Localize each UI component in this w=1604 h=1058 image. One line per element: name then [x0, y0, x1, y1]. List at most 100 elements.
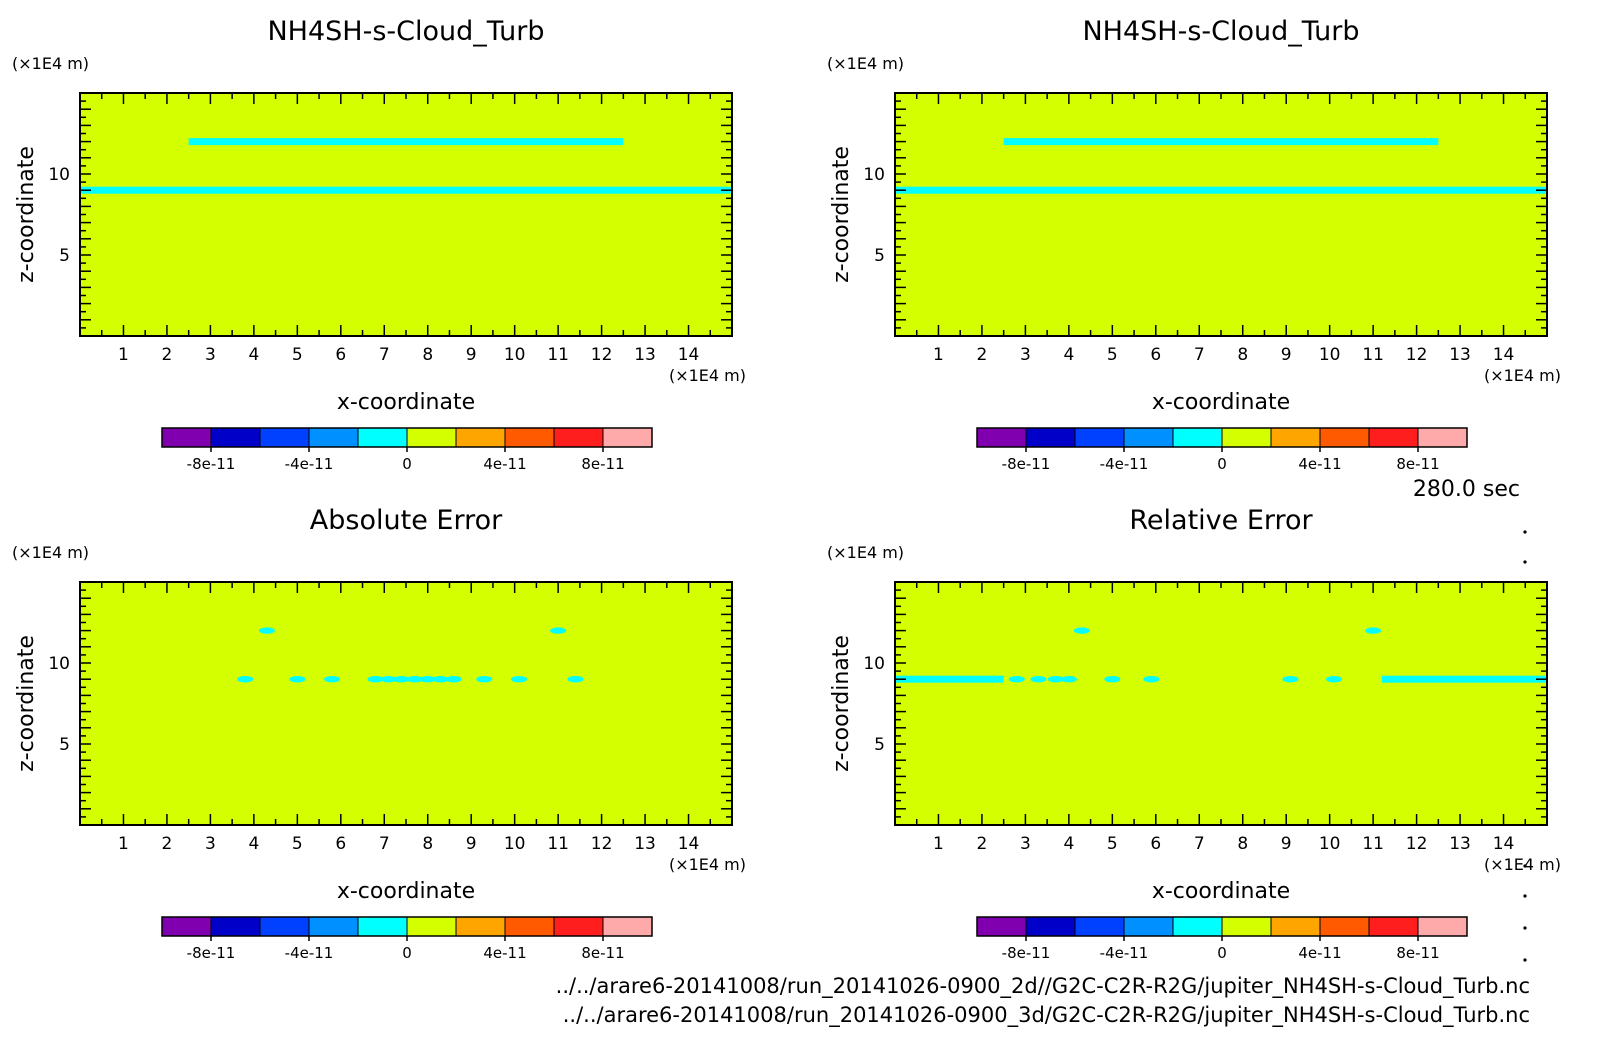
x-tick-label: 12: [1406, 834, 1428, 854]
x-tick-label: 2: [162, 834, 173, 854]
colorbar-segment: [1418, 917, 1467, 936]
chart-panel-3: Absolute Error(×1E4 m)1 2 3 4 5 6 7 8 9 10 11 12 13 1…: [12, 505, 746, 962]
colorbar-segment: [1271, 917, 1320, 936]
colorbar-tick-label: -8e-11: [187, 944, 236, 962]
cloud-spot: [1282, 676, 1299, 683]
x-tick-label: 12: [591, 345, 613, 365]
colorbar-tick-label: 4e-11: [1298, 455, 1341, 473]
x-tick-label: 4: [248, 345, 259, 365]
colorbar-segment: [407, 917, 456, 936]
x-tick-label: 13: [634, 834, 656, 854]
cloud-spot: [1047, 676, 1064, 683]
colorbar-segment: [407, 428, 456, 447]
colorbar-tick-label: 4e-11: [1298, 944, 1341, 962]
colorbar-segment: [1075, 917, 1124, 936]
colorbar-segment: [260, 428, 309, 447]
z-tick-label: 10: [863, 654, 885, 674]
x-tick-label: 9: [466, 345, 477, 365]
cloud-spot: [511, 676, 528, 683]
cloud-spot: [380, 676, 397, 683]
x-tick-label: 14: [678, 834, 700, 854]
colorbar-tick-label: 4e-11: [483, 455, 526, 473]
colorbar-tick-label: 8e-11: [581, 455, 624, 473]
cloud-band: [1003, 138, 1439, 146]
colorbar-tick-label: -4e-11: [1100, 944, 1149, 962]
cloud-spot: [1008, 676, 1025, 683]
x-tick-label: 7: [379, 834, 390, 854]
colorbar-segment: [456, 428, 505, 447]
colorbar-segment: [1320, 917, 1369, 936]
colorbar-segment: [1173, 428, 1222, 447]
x-axis-label: x-coordinate: [1152, 390, 1290, 415]
file-path-1: ../../arare6-20141008/run_20141026-0900_…: [556, 974, 1530, 999]
colorbar-segment: [1369, 428, 1418, 447]
colorbar-segment: [260, 917, 309, 936]
colorbar-segment: [162, 917, 211, 936]
colorbar-segment: [603, 428, 652, 447]
cloud-spot: [1073, 627, 1090, 634]
colorbar-segment: [1124, 917, 1173, 936]
x-tick-label: 2: [162, 345, 173, 365]
x-tick-label: 13: [634, 345, 656, 365]
cloud-spot: [289, 676, 306, 683]
x-unit-label: (×1E4 m): [1484, 855, 1561, 874]
colorbar-tick-label: -8e-11: [1002, 455, 1051, 473]
cloud-spot: [367, 676, 384, 683]
x-tick-label: 3: [1020, 834, 1031, 854]
field-area: [80, 582, 732, 825]
colorbar-tick-label: -8e-11: [187, 455, 236, 473]
x-axis-label: x-coordinate: [337, 390, 475, 415]
x-tick-label: 13: [1449, 345, 1471, 365]
x-tick-label: 1: [118, 345, 129, 365]
margin-dots: [1523, 530, 1527, 962]
x-tick-label: 11: [547, 345, 569, 365]
x-tick-label: 6: [335, 834, 346, 854]
colorbar-segment: [309, 428, 358, 447]
x-tick-label: 8: [1237, 345, 1248, 365]
x-tick-label: 11: [1362, 834, 1384, 854]
colorbar-segment: [977, 428, 1026, 447]
x-tick-label: 10: [1319, 834, 1341, 854]
y-unit-label: (×1E4 m): [12, 543, 89, 562]
x-tick-label: 10: [1319, 345, 1341, 365]
cloud-spot: [1104, 676, 1121, 683]
y-unit-label: (×1E4 m): [827, 543, 904, 562]
panel-title: Absolute Error: [310, 505, 503, 536]
x-tick-label: 1: [933, 834, 944, 854]
x-tick-label: 8: [1237, 834, 1248, 854]
colorbar-segment: [211, 917, 260, 936]
x-tick-label: 10: [504, 834, 526, 854]
x-tick-label: 5: [292, 345, 303, 365]
x-tick-label: 9: [466, 834, 477, 854]
colorbar-segment: [1369, 917, 1418, 936]
colorbar-tick-label: -4e-11: [285, 944, 334, 962]
x-unit-label: (×1E4 m): [669, 855, 746, 874]
cloud-band: [895, 675, 1004, 683]
colorbar-segment: [1418, 428, 1467, 447]
x-axis-label: x-coordinate: [1152, 879, 1290, 904]
colorbar-segment: [505, 917, 554, 936]
colorbar-segment: [1026, 917, 1075, 936]
cloud-spot: [432, 676, 449, 683]
cloud-spot: [567, 676, 584, 683]
cloud-spot: [476, 676, 493, 683]
cloud-spot: [419, 676, 436, 683]
x-tick-label: 2: [977, 834, 988, 854]
colorbar-tick-label: -4e-11: [285, 455, 334, 473]
x-tick-label: 8: [422, 345, 433, 365]
colorbar-segment: [1173, 917, 1222, 936]
x-tick-label: 14: [1493, 834, 1515, 854]
colorbar-segment: [1271, 428, 1320, 447]
z-axis-label: z-coordinate: [829, 635, 854, 772]
z-tick-label: 10: [48, 654, 70, 674]
cloud-spot: [1326, 676, 1343, 683]
colorbar-segment: [1320, 428, 1369, 447]
x-tick-label: 2: [977, 345, 988, 365]
colorbar-segment: [977, 917, 1026, 936]
cloud-spot: [1143, 676, 1160, 683]
panel-title: Relative Error: [1129, 505, 1313, 536]
colorbar-tick-label: 8e-11: [1396, 944, 1439, 962]
file-path-2: ../../arare6-20141008/run_20141026-0900_…: [563, 1003, 1530, 1028]
cloud-spot: [1060, 676, 1077, 683]
